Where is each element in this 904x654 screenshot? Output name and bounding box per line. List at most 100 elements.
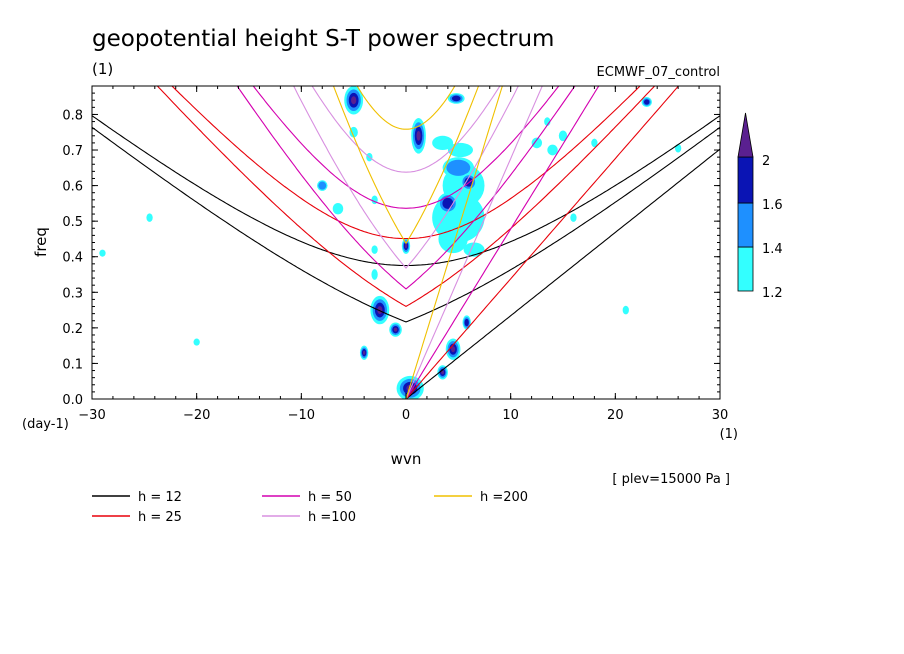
power-blob: [193, 338, 200, 346]
colorbar-label: 1.4: [762, 242, 783, 257]
power-blob: [531, 137, 543, 149]
power-blob: [332, 203, 344, 215]
legend-label: h = 50: [308, 490, 352, 505]
colorbar-label: 2: [762, 154, 770, 169]
blob-level-1: [570, 213, 577, 222]
blob-level-1: [558, 130, 568, 142]
dispersion-curve-h100: [293, 86, 543, 399]
blob-level-4: [416, 130, 421, 141]
power-blob: [442, 157, 475, 179]
power-blob: [389, 322, 402, 337]
kelvin-curve: [405, 86, 543, 399]
power-blob: [445, 338, 461, 360]
blob-level-1: [371, 269, 378, 280]
mrg-eig-curve: [236, 86, 576, 290]
x-axis-ticks: −30 −20 −10 0 10 20 30: [78, 86, 728, 423]
colorbar-label: 1.2: [762, 286, 783, 301]
blob-level-1: [432, 135, 454, 151]
mrg-eig-curve: [156, 86, 656, 308]
wig-curve: [252, 86, 560, 209]
chart-subtitle-left: (1): [92, 60, 113, 78]
y-tick-label: 0.0: [62, 393, 83, 408]
power-blob: [359, 345, 369, 360]
y-tick-label: 0.7: [62, 144, 83, 159]
dispersion-curve-h50: [236, 86, 600, 399]
colorbar-segment: [737, 202, 754, 248]
blob-level-4: [362, 350, 366, 355]
blob-level-3: [451, 95, 461, 102]
power-blob: [371, 269, 378, 280]
x-tick-label: 0: [402, 408, 410, 423]
blob-level-3: [464, 318, 469, 327]
blob-level-1: [531, 137, 543, 149]
dispersion-curve-h200: [332, 86, 503, 399]
power-blob: [401, 238, 411, 254]
power-blob: [370, 295, 390, 325]
colorbar-segment: [737, 246, 754, 292]
legend-label: h = 25: [138, 510, 182, 525]
x-tick-label: 30: [712, 408, 729, 423]
colorbar-extend-arrow: [737, 112, 754, 158]
blob-level-1: [371, 245, 378, 254]
blob-level-1: [591, 138, 598, 148]
mrg-eig-curve: [332, 86, 480, 245]
y-tick-label: 0.5: [62, 215, 83, 230]
blob-level-1: [146, 213, 153, 222]
x-tick-label: −10: [288, 408, 315, 423]
chart-subtitle-right: ECMWF_07_control: [597, 65, 720, 80]
x-axis-label: wvn: [391, 450, 422, 468]
power-blob: [432, 135, 454, 151]
blob-level-4: [393, 327, 398, 332]
wig-curve: [92, 115, 720, 267]
legend-label: h = 12: [138, 490, 182, 505]
dispersion-curve-h12: [92, 115, 720, 399]
y-tick-label: 0.2: [62, 322, 83, 337]
dispersion-curve-h25: [156, 86, 680, 399]
legend-label: h =200: [480, 490, 528, 505]
mrg-eig-curve: [92, 126, 720, 323]
colorbar-label: 1.6: [762, 198, 783, 213]
kelvin-curve: [405, 86, 600, 399]
power-blob: [558, 130, 568, 142]
power-blob: [317, 180, 328, 191]
power-blob: [371, 245, 378, 254]
power-blob: [622, 305, 629, 315]
chart-title: geopotential height S-T power spectrum: [92, 26, 554, 52]
blob-level-1: [332, 203, 344, 215]
colorbar: 1.2 1.4 1.6 2: [737, 112, 783, 301]
legend-label: h =100: [308, 510, 356, 525]
colorbar-segment: [737, 156, 754, 204]
blob-level-1: [622, 305, 629, 315]
kelvin-curve: [405, 148, 720, 399]
x-tick-label: −20: [183, 408, 210, 423]
y-tick-label: 0.4: [62, 251, 83, 266]
y-tick-label: 0.8: [62, 108, 83, 123]
kelvin-curve: [405, 86, 503, 399]
power-blob: [674, 143, 682, 153]
x-tick-label: 20: [607, 408, 624, 423]
power-blob: [437, 192, 459, 215]
y-axis-ticks: 0.0 0.1 0.2 0.3 0.4 0.5 0.6 0.7 0.8: [62, 92, 720, 408]
x-tick-label: 10: [502, 408, 519, 423]
x-axis-unit: (1): [720, 427, 738, 442]
blob-level-1: [674, 143, 682, 153]
power-blob: [462, 315, 471, 330]
mrg-eig-curve: [293, 86, 519, 269]
blob-level-4: [351, 96, 357, 105]
y-tick-label: 0.6: [62, 180, 83, 195]
blob-level-3: [442, 197, 454, 209]
power-blob: [570, 213, 577, 222]
plev-note: [ plev=15000 Pa ]: [612, 472, 730, 487]
kelvin-curve: [405, 86, 680, 399]
power-blob: [411, 118, 426, 154]
blob-level-2: [446, 159, 471, 176]
blob-level-1: [547, 144, 558, 156]
blob-level-1: [193, 338, 200, 346]
power-blob: [447, 93, 465, 104]
spectrum-contours: [99, 86, 682, 399]
wig-curve: [171, 86, 641, 240]
y-axis-unit: (day-1): [22, 417, 69, 432]
y-tick-label: 0.3: [62, 286, 83, 301]
power-blob: [344, 86, 364, 115]
